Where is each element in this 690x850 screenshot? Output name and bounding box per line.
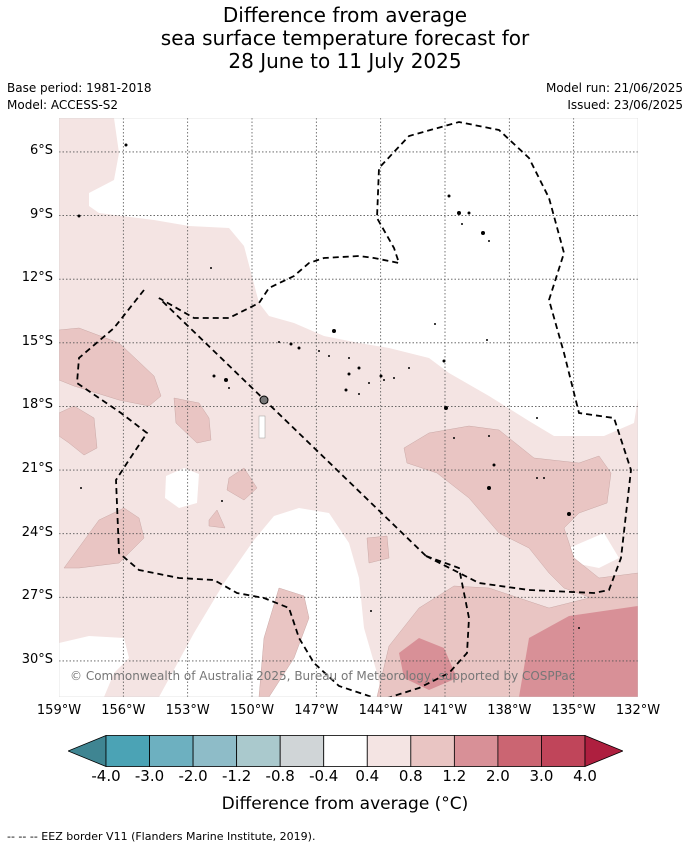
islands [77, 143, 580, 629]
title-line-3: 28 June to 11 July 2025 [228, 49, 462, 73]
white-patch-west [165, 468, 199, 508]
colorbar-tick-label: 0.4 [355, 767, 380, 785]
colorbar-swatch [541, 735, 586, 767]
model-name: Model: ACCESS-S2 [7, 98, 119, 112]
white-region-south [159, 508, 382, 697]
colorbar-tick-label: -3.0 [134, 767, 165, 785]
colorbar-swatch [323, 735, 368, 767]
map-title: Difference from average sea surface temp… [0, 4, 690, 73]
colorbar-extend-high [584, 735, 623, 767]
model-run: Model run: 21/06/2025 [545, 81, 683, 95]
sst-anomaly-map [59, 118, 638, 697]
latitude-tick-label: 18°S [21, 397, 53, 413]
eez-border-southeast [387, 555, 470, 697]
colorbar-swatch [149, 735, 194, 767]
base-period: Base period: 1981-2018 [7, 81, 152, 95]
colorbar-tick-label: -0.4 [309, 767, 339, 785]
colorbar-title: Difference from average (°C) [221, 794, 469, 814]
colorbar-tick-label: -0.8 [265, 767, 295, 785]
colorbar-swatch [192, 735, 238, 767]
white-region-southwest [59, 636, 129, 697]
copyright-notice: © Commonwealth of Australia 2025, Bureau… [70, 669, 576, 683]
colorbar-swatch [279, 735, 325, 767]
latitude-tick-label: 15°S [21, 333, 53, 349]
colorbar-swatch [497, 735, 542, 767]
latitude-tick-label: 30°S [21, 651, 53, 667]
colorbar-swatch [105, 735, 150, 767]
colorbar-tick-label: -4.0 [91, 767, 121, 785]
white-islet [258, 415, 266, 439]
title-line-1: Difference from average [222, 3, 468, 27]
colorbar-tick-label: 4.0 [573, 767, 597, 785]
colorbar-tick-label: 1.2 [442, 767, 467, 785]
longitude-tick-label: 159°W [36, 703, 82, 718]
eez-border-french-polynesia [76, 289, 375, 697]
colorbar-tick-label: -2.0 [178, 767, 208, 785]
colorbar [68, 735, 623, 767]
colorbar-tick-label: 2.0 [485, 767, 510, 785]
anomaly-0.8-1.2-regions [59, 327, 638, 697]
eez-border-east [158, 121, 632, 594]
longitude-tick-label: 147°W [294, 703, 339, 718]
latitude-tick-label: 9°S [29, 206, 53, 222]
colorbar-tick-label: 0.8 [398, 767, 423, 785]
white-patch-east [569, 533, 619, 568]
longitude-tick-label: 141°W [422, 703, 468, 718]
latitude-tick-label: 24°S [21, 524, 53, 540]
latitude-tick-label: 12°S [21, 270, 53, 286]
colorbar-swatch [410, 735, 455, 767]
colorbar-tick-label: -1.2 [221, 767, 252, 785]
colorbar-swatch [236, 735, 281, 767]
eez-legend-note: -- -- -- EEZ border V11 (Flanders Marine… [7, 830, 316, 843]
title-line-2: sea surface temperature forecast for [160, 26, 530, 50]
longitude-tick-label: 150°W [229, 703, 275, 718]
colorbar-tick-label: 3.0 [529, 767, 554, 785]
longitude-tick-label: 144°W [358, 703, 403, 718]
colorbar-extend-low [68, 735, 107, 767]
longitude-tick-label: 153°W [165, 703, 210, 718]
issued-date: Issued: 23/06/2025 [567, 98, 683, 112]
colorbar-swatch [366, 735, 412, 767]
eez-borders [76, 121, 632, 697]
longitude-tick-label: 135°W [551, 703, 596, 718]
longitude-tick-label: 132°W [615, 703, 661, 718]
meta-left: Base period: 1981-2018 Model: ACCESS-S2 [7, 80, 152, 114]
latitude-tick-label: 6°S [29, 142, 53, 158]
colorbar-swatch [453, 735, 499, 767]
longitude-tick-label: 156°W [101, 703, 146, 718]
white-region-north [89, 118, 638, 436]
latitude-tick-label: 27°S [21, 588, 53, 604]
latitude-tick-label: 21°S [21, 461, 53, 477]
longitude-tick-label: 138°W [487, 703, 532, 718]
meta-right: Model run: 21/06/2025 Issued: 23/06/2025 [546, 80, 683, 114]
